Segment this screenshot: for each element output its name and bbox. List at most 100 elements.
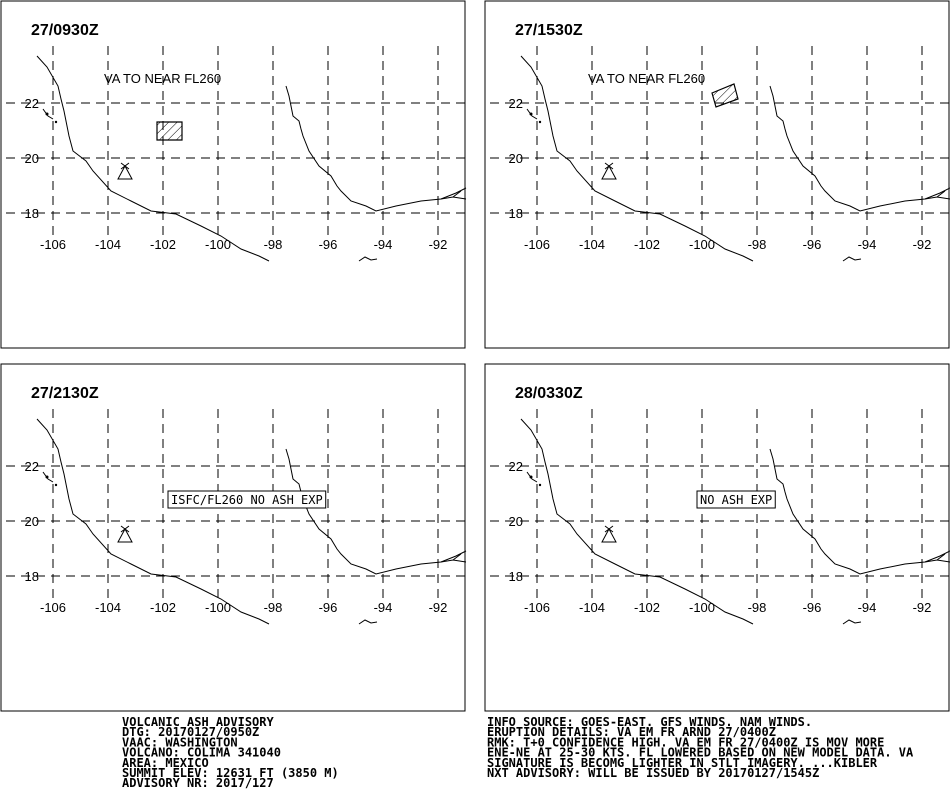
ash-annotation: NO ASH EXP xyxy=(700,493,772,507)
island xyxy=(42,471,54,483)
lat-label: 20 xyxy=(25,151,39,166)
panel-time: 27/2130Z xyxy=(31,385,99,402)
coastline xyxy=(358,256,378,262)
lon-label: -96 xyxy=(803,237,822,252)
coastline xyxy=(440,553,467,563)
lat-label: 18 xyxy=(509,569,523,584)
lon-label: -100 xyxy=(689,237,715,252)
lat-label: 20 xyxy=(25,514,39,529)
lon-label: -100 xyxy=(205,600,231,615)
advisory-line: SIGNATURE IS BECOMG LIGHTER IN STLT IMAG… xyxy=(487,756,878,770)
coastline xyxy=(769,448,950,575)
advisory-line: INFO SOURCE: GOES-EAST. GFS WINDS. NAM W… xyxy=(487,715,812,729)
island xyxy=(538,483,542,487)
ash-annotation: VA TO NEAR FL260 xyxy=(588,71,705,86)
lon-label: -102 xyxy=(634,237,660,252)
lat-label: 22 xyxy=(509,459,523,474)
coastline xyxy=(285,85,467,212)
coastline xyxy=(36,55,270,262)
lon-label: -92 xyxy=(913,237,932,252)
advisory-line: VOLCANO: COLIMA 341040 xyxy=(122,746,281,760)
advisory-line: VOLCANIC ASH ADVISORY xyxy=(122,715,274,729)
coastline xyxy=(520,418,754,625)
lon-label: -94 xyxy=(858,237,877,252)
lon-label: -106 xyxy=(40,600,66,615)
coastline xyxy=(842,619,862,625)
lon-label: -98 xyxy=(748,600,767,615)
island xyxy=(54,483,58,487)
advisory-line: ENE-NE AT 25-30 KTS. FL LOWERED BASED ON… xyxy=(487,746,914,760)
advisory-line: DTG: 20170127/0950Z xyxy=(122,725,259,739)
lon-label: -104 xyxy=(95,237,121,252)
volcano xyxy=(601,525,617,543)
lon-label: -96 xyxy=(803,600,822,615)
panel-frame xyxy=(0,0,466,349)
panel-time: 27/1530Z xyxy=(515,22,583,39)
advisory-line: ERUPTION DETAILS: VA EM FR ARND 27/0400Z xyxy=(487,725,776,739)
lon-label: -104 xyxy=(95,600,121,615)
coastline xyxy=(358,619,378,625)
annotation-box xyxy=(167,490,327,509)
panel-frame xyxy=(484,0,950,349)
panel-time: 28/0330Z xyxy=(515,385,583,402)
lat-label: 20 xyxy=(509,514,523,529)
lat-label: 18 xyxy=(509,206,523,221)
island xyxy=(42,108,54,120)
lon-label: -94 xyxy=(374,237,393,252)
lon-label: -92 xyxy=(429,237,448,252)
advisory-line: NXT ADVISORY: WILL BE ISSUED BY 20170127… xyxy=(487,766,819,780)
lat-label: 22 xyxy=(509,96,523,111)
lon-label: -106 xyxy=(40,237,66,252)
volcano xyxy=(117,525,133,543)
advisory-line: ADVISORY NR: 2017/127 xyxy=(122,776,274,790)
map-panel: -106 -104 -102 -100 -98 -96 -94 -92 22 20 18 28/033… xyxy=(484,363,950,712)
lon-label: -102 xyxy=(150,600,176,615)
coastline xyxy=(842,256,862,262)
lon-label: -94 xyxy=(858,600,877,615)
coastline xyxy=(440,190,467,200)
map-panel: -106 -104 -102 -100 -98 -96 -94 -92 22 20 18 27/093… xyxy=(0,0,467,349)
lon-label: -98 xyxy=(264,237,283,252)
coastline xyxy=(520,55,754,262)
lon-label: -96 xyxy=(319,237,338,252)
panel-frame xyxy=(484,363,950,712)
lat-label: 18 xyxy=(25,569,39,584)
coastline xyxy=(924,190,950,200)
coastline xyxy=(769,85,950,212)
advisory-line: AREA: MEXICO xyxy=(122,756,209,770)
ash-area xyxy=(711,83,739,108)
lon-label: -106 xyxy=(524,600,550,615)
lat-label: 20 xyxy=(509,151,523,166)
lat-label: 22 xyxy=(25,459,39,474)
lon-label: -100 xyxy=(205,237,231,252)
lat-label: 22 xyxy=(25,96,39,111)
lon-label: -106 xyxy=(524,237,550,252)
island xyxy=(54,120,58,124)
advisory-line: RMK: T+0 CONFIDENCE HIGH. VA EM FR 27/04… xyxy=(487,735,884,749)
ash-annotation: VA TO NEAR FL260 xyxy=(104,71,221,86)
ash-area xyxy=(156,121,183,141)
volcano xyxy=(117,162,133,180)
island xyxy=(526,471,538,483)
map-panel: -106 -104 -102 -100 -98 -96 -94 -92 22 20 18 27/153… xyxy=(484,0,950,349)
ash-annotation: ISFC/FL260 NO ASH EXP xyxy=(171,493,323,507)
coastline xyxy=(285,448,467,575)
island xyxy=(526,108,538,120)
advisory-line: VAAC: WASHINGTON xyxy=(122,735,238,749)
lon-label: -104 xyxy=(579,600,605,615)
coastline xyxy=(36,418,270,625)
lon-label: -102 xyxy=(634,600,660,615)
lat-label: 18 xyxy=(25,206,39,221)
lon-label: -98 xyxy=(264,600,283,615)
coastline xyxy=(924,553,950,563)
volcano xyxy=(601,162,617,180)
map-panel: -106 -104 -102 -100 -98 -96 -94 -92 22 20 18 27/213… xyxy=(0,363,467,712)
panel-frame xyxy=(0,363,466,712)
lon-label: -100 xyxy=(689,600,715,615)
advisory-line: SUMMIT ELEV: 12631 FT (3850 M) xyxy=(122,766,339,780)
lon-label: -98 xyxy=(748,237,767,252)
lon-label: -92 xyxy=(913,600,932,615)
lon-label: -96 xyxy=(319,600,338,615)
panel-time: 27/0930Z xyxy=(31,22,99,39)
